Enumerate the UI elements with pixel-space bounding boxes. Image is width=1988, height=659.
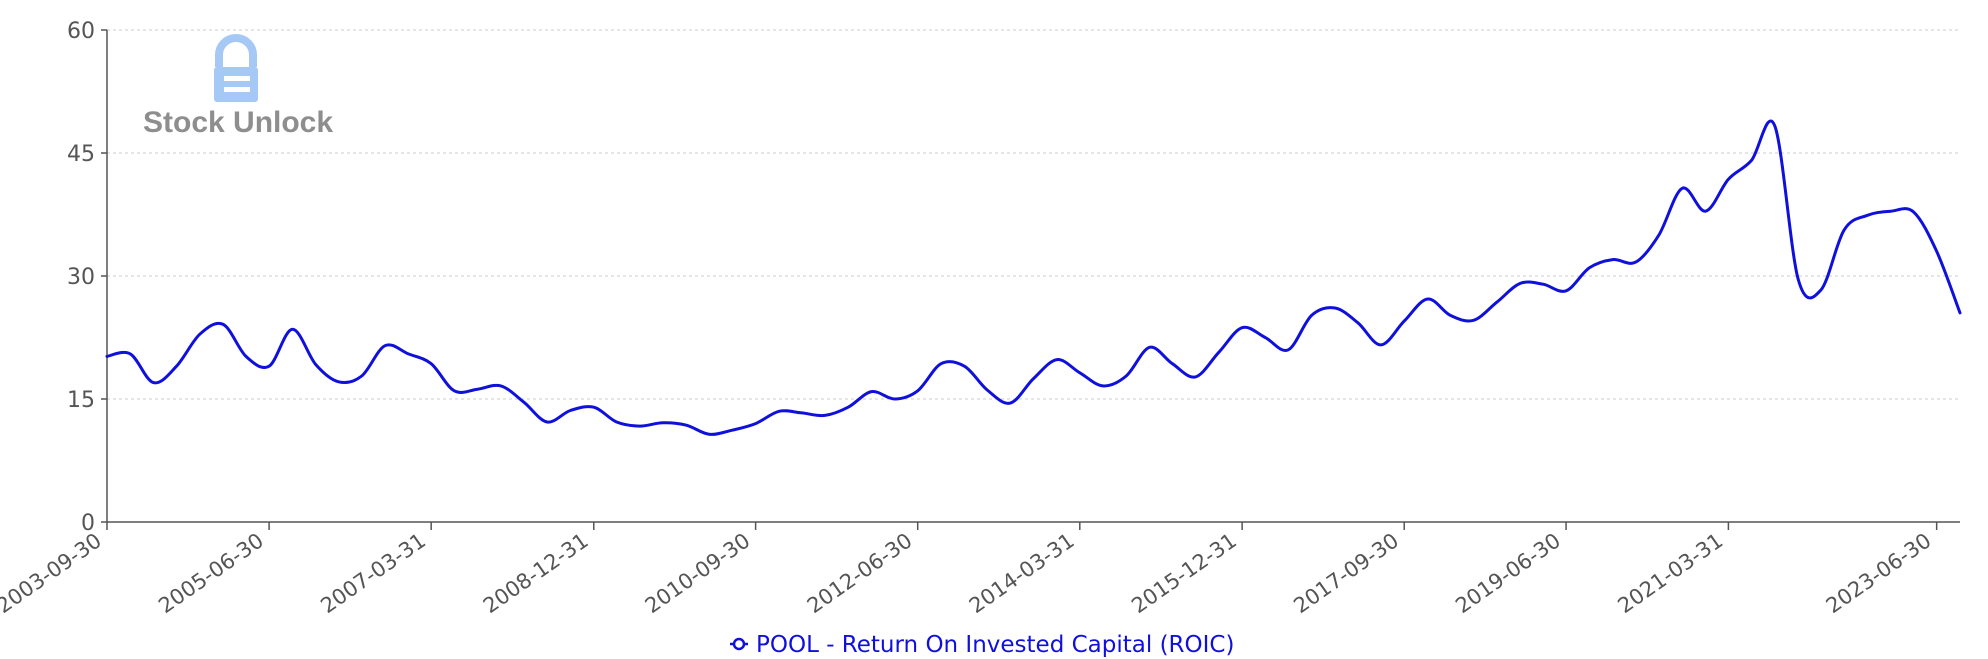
roic-series-line	[105, 119, 1962, 436]
x-tick-label: 2003-09-30	[0, 528, 106, 618]
x-tick-label: 2021-03-31	[1614, 528, 1728, 618]
y-tick-label: 45	[67, 142, 95, 167]
watermark-text: Stock Unlock	[143, 106, 333, 139]
x-tick-label: 2023-06-30	[1822, 528, 1936, 618]
x-tick-label: 2007-03-31	[316, 528, 430, 618]
x-tick-label: 2017-09-30	[1289, 528, 1403, 618]
x-tick-label: 2015-12-31	[1127, 528, 1241, 618]
lock-icon	[214, 34, 258, 102]
x-tick-labels: 2003-09-30 2005-06-30 2007-03-31 2008-12-31…	[0, 528, 1936, 618]
axes	[101, 29, 1960, 530]
y-tick-label: 15	[67, 388, 95, 413]
x-tick-label: 2014-03-31	[965, 528, 1079, 618]
legend-marker-icon	[732, 637, 746, 651]
x-tick-label: 2012-06-30	[803, 528, 917, 618]
x-tick-label: 2005-06-30	[154, 528, 268, 618]
y-tick-label: 30	[67, 265, 95, 290]
x-tick-label: 2019-06-30	[1451, 528, 1565, 618]
x-tick-label: 2008-12-31	[479, 528, 593, 618]
watermark: Stock Unlock	[143, 34, 333, 139]
y-tick-label: 60	[67, 19, 95, 44]
y-tick-label: 0	[81, 511, 95, 536]
legend[interactable]: POOL - Return On Invested Capital (ROIC)	[730, 632, 1234, 658]
y-tick-labels: 0 15 30 45 60	[67, 19, 95, 536]
legend-label: POOL - Return On Invested Capital (ROIC)	[756, 632, 1234, 658]
grid-lines	[107, 29, 1960, 400]
x-tick-label: 2010-09-30	[641, 528, 755, 618]
